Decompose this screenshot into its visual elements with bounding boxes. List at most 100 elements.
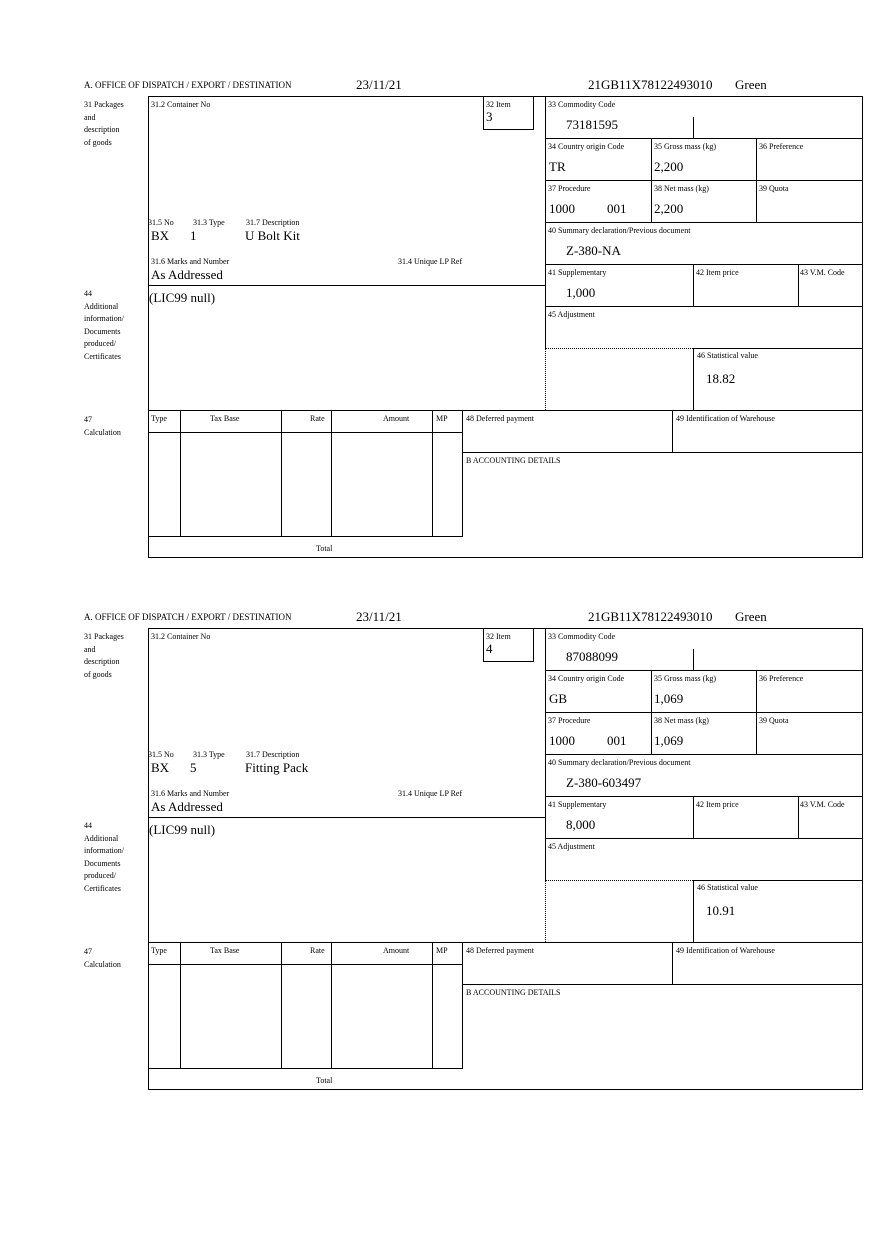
declaration-date: 23/11/21: [356, 609, 402, 624]
rule: [483, 661, 534, 663]
rule: [693, 880, 695, 943]
rule: [862, 628, 864, 1090]
dotted-rule: [545, 880, 546, 942]
declaration-date: 23/11/21: [356, 77, 402, 92]
calculation-label: Calculation: [84, 959, 121, 969]
gross-mass: 1,069: [654, 691, 684, 706]
procedure-code: 1000: [549, 733, 575, 748]
supplementary-units: 1,000: [566, 285, 596, 300]
preference-label: 36 Preference: [759, 674, 804, 683]
additional-info-label: produced/: [84, 871, 116, 880]
country-label: 34 Country origin Code: [548, 142, 625, 151]
gross-mass-label: 35 Gross mass (kg): [654, 142, 716, 151]
rule: [148, 557, 863, 559]
calculation-label: 47: [84, 415, 92, 424]
rule: [693, 649, 695, 671]
commodity-code: 73181595: [566, 117, 618, 132]
marks-value: As Addressed: [151, 799, 223, 814]
dotted-rule: [545, 348, 546, 410]
type-label: 31.3 Type: [193, 750, 225, 759]
gross-mass: 2,200: [654, 159, 684, 174]
package-count: 1: [190, 228, 197, 243]
packages-label: of goods: [84, 137, 112, 147]
rule: [148, 285, 546, 287]
rule: [148, 96, 150, 558]
item-label: 32 Item: [486, 632, 511, 641]
rule: [798, 264, 800, 307]
additional-info-label: produced/: [84, 339, 116, 348]
rule: [545, 712, 863, 714]
rule: [545, 796, 863, 798]
rule: [545, 838, 863, 840]
rule: [432, 410, 434, 537]
rule: [148, 536, 463, 538]
rule: [148, 817, 546, 819]
rule: [148, 942, 863, 944]
rule: [651, 138, 653, 223]
adjustment-label: 45 Adjustment: [548, 842, 595, 851]
marks-value: As Addressed: [151, 267, 223, 282]
rule: [862, 96, 864, 558]
additional-info-label: 44: [84, 289, 92, 298]
summary-document: Z-380-NA: [566, 243, 621, 258]
rule: [180, 942, 182, 1069]
unique-ref-label: 31.4 Unique LP Ref: [398, 789, 463, 798]
item-label: 32 Item: [486, 100, 511, 109]
rule: [545, 222, 863, 224]
additional-info-label: Additional: [84, 833, 119, 843]
calc-col-type: Type: [151, 946, 167, 955]
rule: [483, 96, 485, 130]
calc-col-mp: MP: [436, 946, 448, 955]
package-kind: BX: [151, 228, 170, 243]
gross-mass-label: 35 Gross mass (kg): [654, 674, 716, 683]
calculation-label: Calculation: [84, 427, 121, 437]
route-status: Green: [735, 609, 767, 624]
route-status: Green: [735, 77, 767, 92]
unique-ref-label: 31.4 Unique LP Ref: [398, 257, 463, 266]
rule: [545, 306, 863, 308]
rule: [432, 942, 434, 1069]
goods-description: U Bolt Kit: [245, 228, 300, 243]
rule: [693, 348, 863, 350]
rule: [693, 117, 695, 139]
declaration-item-form: A. OFFICE OF DISPATCH / EXPORT / DESTINA…: [0, 609, 882, 1112]
calc-col-tax-base: Tax Base: [210, 414, 240, 423]
marks-label: 31.6 Marks and Number: [151, 257, 230, 266]
additional-info-label: information/: [84, 314, 124, 323]
calc-col-rate: Rate: [310, 946, 325, 955]
declaration-reference: 21GB11X78122493010: [588, 77, 713, 92]
packages-label: of goods: [84, 669, 112, 679]
type-label: 31.3 Type: [193, 218, 225, 227]
rule: [651, 670, 653, 755]
country-label: 34 Country origin Code: [548, 674, 625, 683]
packages-label: description: [84, 125, 120, 134]
calc-col-amount: Amount: [383, 414, 410, 423]
rule: [545, 180, 863, 182]
statistical-value-label: 46 Statistical value: [697, 351, 758, 360]
additional-info-label: 44: [84, 821, 92, 830]
additional-info-value: (LIC99 null): [149, 290, 216, 305]
rule: [148, 964, 463, 966]
commodity-label: 33 Commodity Code: [548, 100, 616, 109]
package-count: 5: [190, 760, 197, 775]
rule: [281, 942, 283, 1069]
packages-label: and: [84, 644, 96, 654]
vm-code-label: 43 V.M. Code: [800, 268, 845, 277]
commodity-code: 87088099: [566, 649, 618, 664]
rule: [281, 410, 283, 537]
package-kind: BX: [151, 760, 170, 775]
rule: [545, 264, 863, 266]
supplementary-units: 8,000: [566, 817, 596, 832]
vm-code-label: 43 V.M. Code: [800, 800, 845, 809]
quota-label: 39 Quota: [759, 184, 789, 193]
calc-col-rate: Rate: [310, 414, 325, 423]
commodity-label: 33 Commodity Code: [548, 632, 616, 641]
warehouse-label: 49 Identification of Warehouse: [676, 946, 775, 955]
net-mass-label: 38 Net mass (kg): [654, 184, 709, 193]
net-mass: 2,200: [654, 201, 684, 216]
statistical-value-label: 46 Statistical value: [697, 883, 758, 892]
procedure-additional-code: 001: [607, 733, 627, 748]
statistical-value: 18.82: [706, 371, 736, 386]
summary-label: 40 Summary declaration/Previous document: [548, 758, 691, 767]
rule: [331, 410, 333, 537]
